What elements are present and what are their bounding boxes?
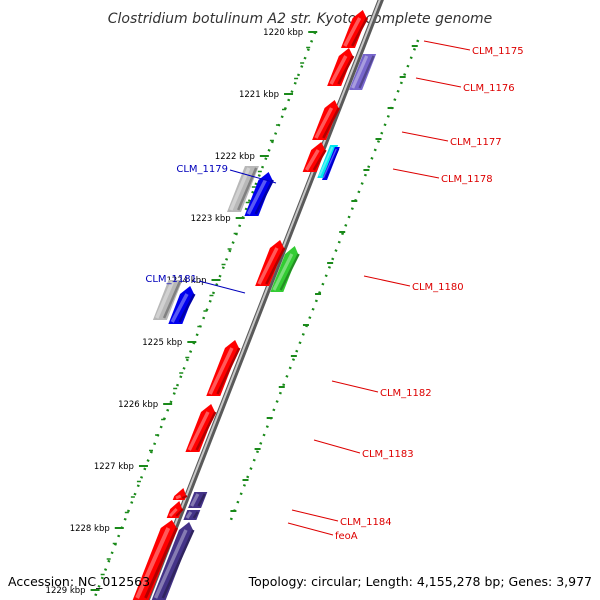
label-leader-line	[423, 40, 471, 51]
gene-label[interactable]: CLM_1176	[463, 83, 515, 94]
gene-arrow[interactable]	[172, 488, 188, 500]
gene-arrow[interactable]	[183, 510, 201, 520]
label-leader-line	[331, 380, 379, 393]
label-leader-line	[392, 168, 440, 179]
label-leader-line	[229, 169, 277, 184]
gene-arrow[interactable]	[168, 286, 196, 324]
gene-arrow[interactable]	[244, 172, 274, 216]
gene-arrow[interactable]	[188, 492, 208, 508]
scale-tick-label: 1227 kbp	[94, 462, 134, 472]
scale-tick-label: 1221 kbp	[239, 90, 279, 100]
outer-dotted-track	[229, 39, 420, 521]
scale-tick-label: 1223 kbp	[191, 214, 231, 224]
scale-tick-label: 1226 kbp	[118, 400, 158, 410]
gene-arrow[interactable]	[185, 404, 217, 452]
gene-label[interactable]: CLM_1178	[441, 174, 493, 185]
gene-labels: CLM_1175 CLM_1176 CLM_1177 CLM_1178 CLM_1179…	[145, 40, 524, 542]
scale-tick-label: 1222 kbp	[215, 152, 255, 162]
scale-tick-label: 1229 kbp	[46, 586, 86, 596]
gene-label[interactable]: CLM_1180	[412, 282, 464, 293]
gene-arrow[interactable]	[349, 54, 377, 90]
gene-arrow[interactable]	[312, 100, 341, 140]
gene-arrow[interactable]	[151, 522, 195, 600]
gene-arrow[interactable]	[227, 166, 259, 212]
gene-label[interactable]: CLM_1182	[380, 388, 432, 399]
gene-label[interactable]: CLM_1183	[362, 449, 414, 460]
gene-arrow[interactable]	[255, 240, 286, 286]
gene-arrow[interactable]	[327, 48, 355, 86]
scale-tick-label: 1224 kbp	[166, 276, 206, 286]
label-leader-line	[313, 439, 361, 454]
label-leader-line	[291, 509, 339, 522]
gene-arrow[interactable]	[270, 246, 300, 292]
gene-label[interactable]: CLM_1177	[450, 137, 502, 148]
gene-label[interactable]: CLM_1184	[340, 517, 392, 528]
label-leader-line	[363, 275, 411, 287]
label-leader-line	[415, 77, 462, 88]
accession-text: Accession: NC_012563	[8, 574, 150, 589]
gene-label[interactable]: CLM_1179	[176, 164, 228, 175]
gene-features	[132, 10, 377, 600]
gene-arrow[interactable]	[166, 501, 184, 518]
scale-tick-label: 1225 kbp	[142, 338, 182, 348]
gene-arrow[interactable]	[340, 10, 369, 48]
label-leader-line	[287, 522, 334, 536]
gene-arrow[interactable]	[132, 520, 179, 600]
gene-arrow[interactable]	[302, 142, 327, 172]
label-leader-line	[401, 131, 449, 142]
gene-label[interactable]: feoA	[335, 531, 358, 542]
scale-tick-label: 1220 kbp	[263, 28, 303, 38]
scale-track: 1220 kbp 1221 kbp 1222 kbp 1223 kbp 1224 kbp…	[46, 28, 318, 600]
gene-label[interactable]: CLM_1181	[145, 274, 197, 285]
label-leader-line	[198, 280, 246, 294]
gene-arrow[interactable]	[206, 340, 241, 396]
genome-backbone	[143, 0, 384, 600]
scale-tick-label: 1228 kbp	[70, 524, 110, 534]
gene-arrow[interactable]	[152, 280, 183, 320]
map-title: Clostridium botulinum A2 str. Kyoto, com…	[108, 11, 493, 27]
genome-summary-text: Topology: circular; Length: 4,155,278 bp…	[248, 574, 592, 589]
gene-label[interactable]: CLM_1175	[472, 46, 524, 57]
gene-arrow[interactable]	[322, 147, 340, 180]
